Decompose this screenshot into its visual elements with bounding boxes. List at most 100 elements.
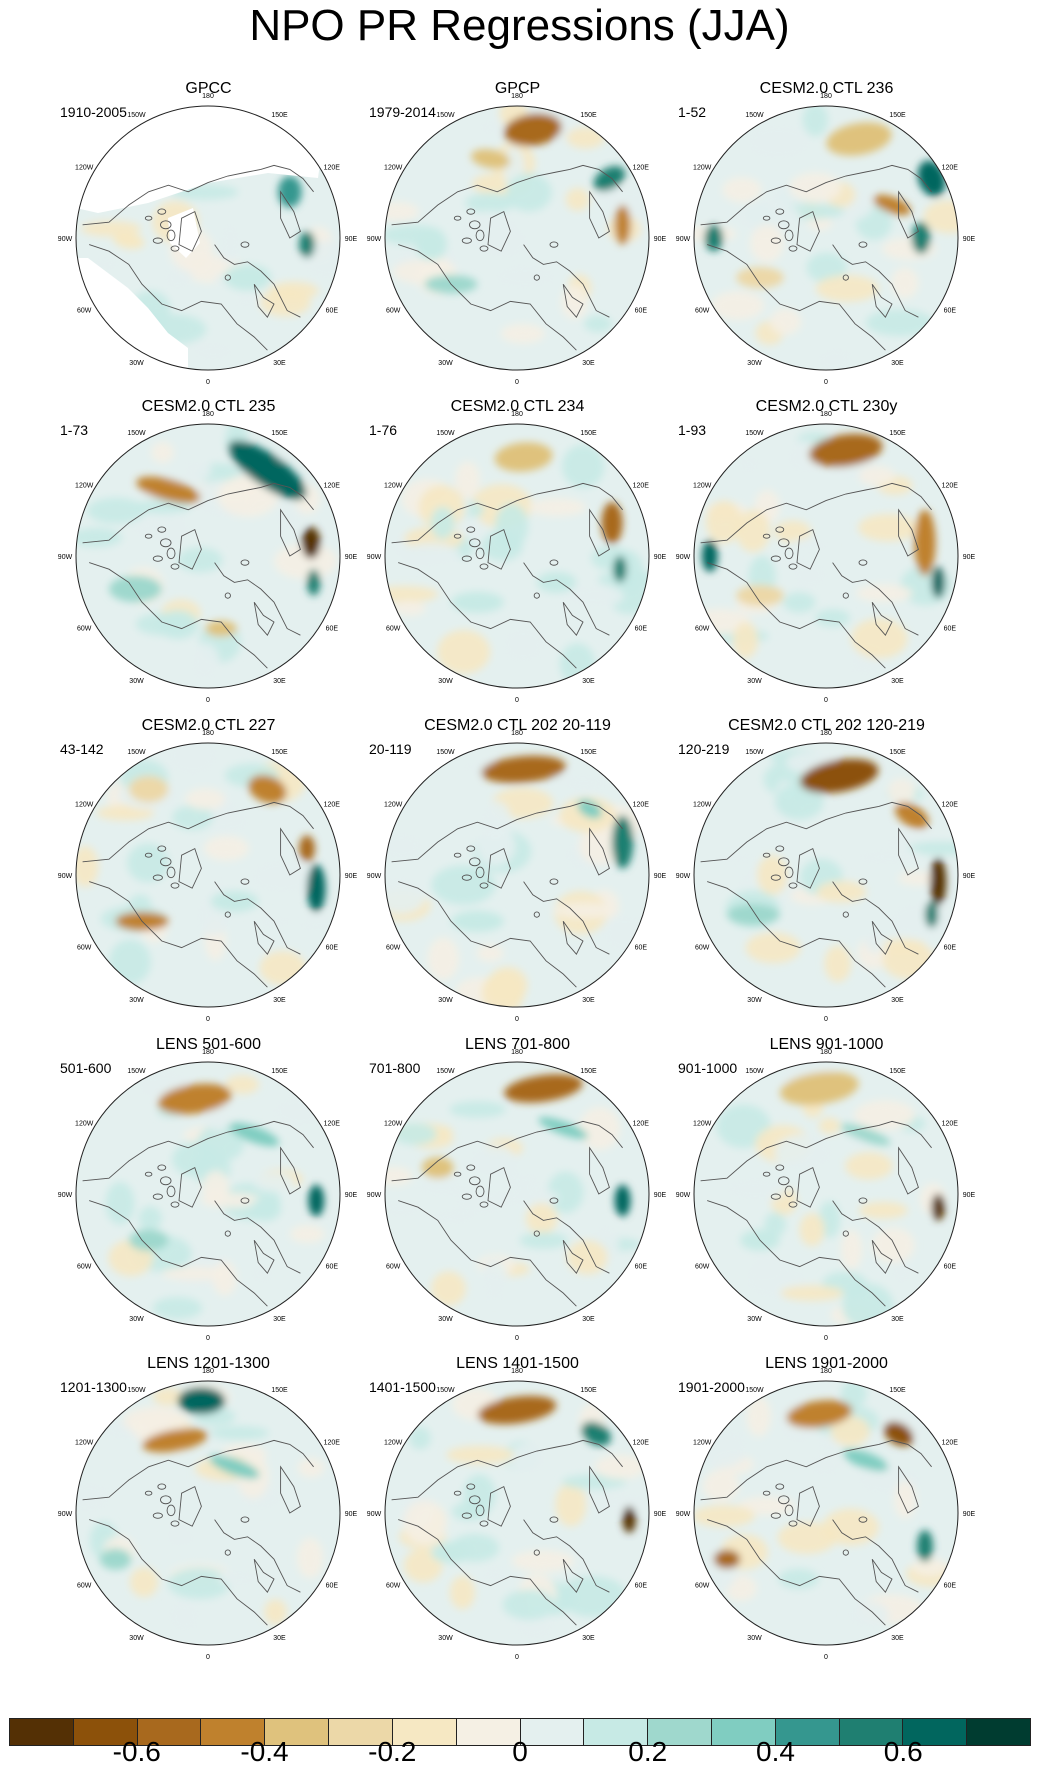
island-outline xyxy=(479,1201,489,1208)
precip-anomaly xyxy=(428,1207,474,1228)
longitude-label: 150E xyxy=(889,749,906,756)
precip-anomaly xyxy=(109,939,151,985)
island-outline xyxy=(160,1176,172,1186)
precip-field xyxy=(711,748,958,982)
precip-anomaly xyxy=(449,1101,506,1118)
precip-anomaly xyxy=(840,1123,891,1146)
longitude-label: 120W xyxy=(75,802,94,809)
coastline xyxy=(214,562,301,636)
longitude-label: 60W xyxy=(386,1264,401,1271)
map-border xyxy=(693,105,959,371)
island-outline xyxy=(775,1483,785,1490)
precip-anomaly xyxy=(558,1575,627,1617)
island-outline xyxy=(842,592,849,599)
island-outline xyxy=(240,1516,250,1523)
island-outline xyxy=(842,1549,849,1556)
map-panel: 180 150E 120E 90E 60E 30E 0 30W 60W 90W 120W 150W GP… xyxy=(363,80,672,400)
precip-anomaly xyxy=(113,232,145,249)
island-outline xyxy=(157,208,167,215)
coastline xyxy=(589,1146,610,1195)
coastline xyxy=(280,1465,301,1514)
longitude-label: 120E xyxy=(324,165,341,172)
precip-anomaly xyxy=(911,222,931,254)
precip-anomaly xyxy=(711,291,765,320)
precip-anomaly xyxy=(274,543,337,580)
longitude-label: 30E xyxy=(582,360,595,367)
precip-anomaly xyxy=(494,442,553,472)
coastline xyxy=(700,482,932,544)
precip-anomaly xyxy=(722,177,762,203)
precip-anomaly xyxy=(917,1530,933,1562)
island-outline xyxy=(479,563,489,570)
island-outline xyxy=(788,1520,798,1527)
precip-anomaly xyxy=(587,1490,649,1513)
longitude-label: 90W xyxy=(676,554,691,561)
precip-anomaly xyxy=(561,583,624,609)
colorbar-box xyxy=(9,1718,74,1746)
longitude-label: 180 xyxy=(511,1049,523,1056)
longitude-label: 30W xyxy=(438,678,453,685)
precip-anomaly xyxy=(814,609,851,627)
island-outline xyxy=(788,563,798,570)
colorbar-tick-label: 0.2 xyxy=(628,1736,668,1767)
panel-year-range: 1-76 xyxy=(369,422,398,438)
longitude-label: 30E xyxy=(273,997,286,1004)
precip-anomaly xyxy=(228,440,307,500)
coastline xyxy=(700,164,932,226)
longitude-label: 60W xyxy=(695,945,710,952)
precip-anomaly xyxy=(745,932,801,964)
coastline xyxy=(832,1519,919,1593)
precip-anomaly xyxy=(476,944,504,962)
coastlines xyxy=(700,164,932,351)
coastline xyxy=(391,164,623,226)
panel-title: GPCP xyxy=(494,80,541,97)
coastline xyxy=(589,1465,610,1514)
panel-title: CESM2.0 CTL 235 xyxy=(141,398,276,415)
precip-anomaly xyxy=(780,1285,844,1301)
island-outline xyxy=(784,229,794,242)
longitude-label: 120E xyxy=(942,1440,959,1447)
coastline xyxy=(707,1200,886,1307)
precip-anomaly xyxy=(162,264,193,293)
precip-anomaly xyxy=(421,1157,454,1179)
precip-anomaly xyxy=(233,292,261,309)
precip-anomaly xyxy=(481,755,566,784)
coastline xyxy=(589,190,610,239)
precip-anomaly xyxy=(594,1454,646,1480)
polar-map: 180 150E 120E 90E 60E 30E 0 30W 60W 90W 120W 150W xyxy=(58,411,358,704)
island-outline xyxy=(166,547,176,560)
panel-title: LENS 1401-1500 xyxy=(456,1355,579,1372)
island-outline xyxy=(466,1483,476,1490)
island-outline xyxy=(778,220,790,230)
longitude-label: 150E xyxy=(271,1387,288,1394)
coastline xyxy=(398,562,577,669)
longitude-label: 150W xyxy=(436,749,455,756)
map-border xyxy=(75,1061,341,1327)
coastline xyxy=(523,1200,610,1274)
panel-title: CESM2.0 CTL 234 xyxy=(450,398,585,415)
island-outline xyxy=(549,241,559,248)
island-outline xyxy=(469,1176,481,1186)
island-outline xyxy=(466,208,476,215)
longitude-label: 0 xyxy=(206,379,210,386)
coastline xyxy=(487,528,511,570)
precip-anomaly xyxy=(128,1229,169,1251)
panel-title: LENS 1901-2000 xyxy=(765,1355,888,1372)
precip-anomaly xyxy=(409,1426,431,1450)
island-outline xyxy=(453,1171,462,1177)
coastline xyxy=(89,1519,268,1626)
island-outline xyxy=(549,1197,559,1204)
longitude-label: 150E xyxy=(580,1387,597,1394)
precip-anomaly xyxy=(478,800,512,841)
precip-anomaly xyxy=(736,267,784,289)
longitude-label: 90E xyxy=(654,1192,667,1199)
longitude-label: 0 xyxy=(824,697,828,704)
longitude-label: 90W xyxy=(367,1511,382,1518)
panel-year-range: 1979-2014 xyxy=(369,104,436,120)
colorbar-box xyxy=(391,1718,457,1746)
longitude-label: 60E xyxy=(944,1264,957,1271)
map-border xyxy=(75,1380,341,1646)
longitude-label: 120W xyxy=(693,165,712,172)
island-outline xyxy=(533,911,540,918)
